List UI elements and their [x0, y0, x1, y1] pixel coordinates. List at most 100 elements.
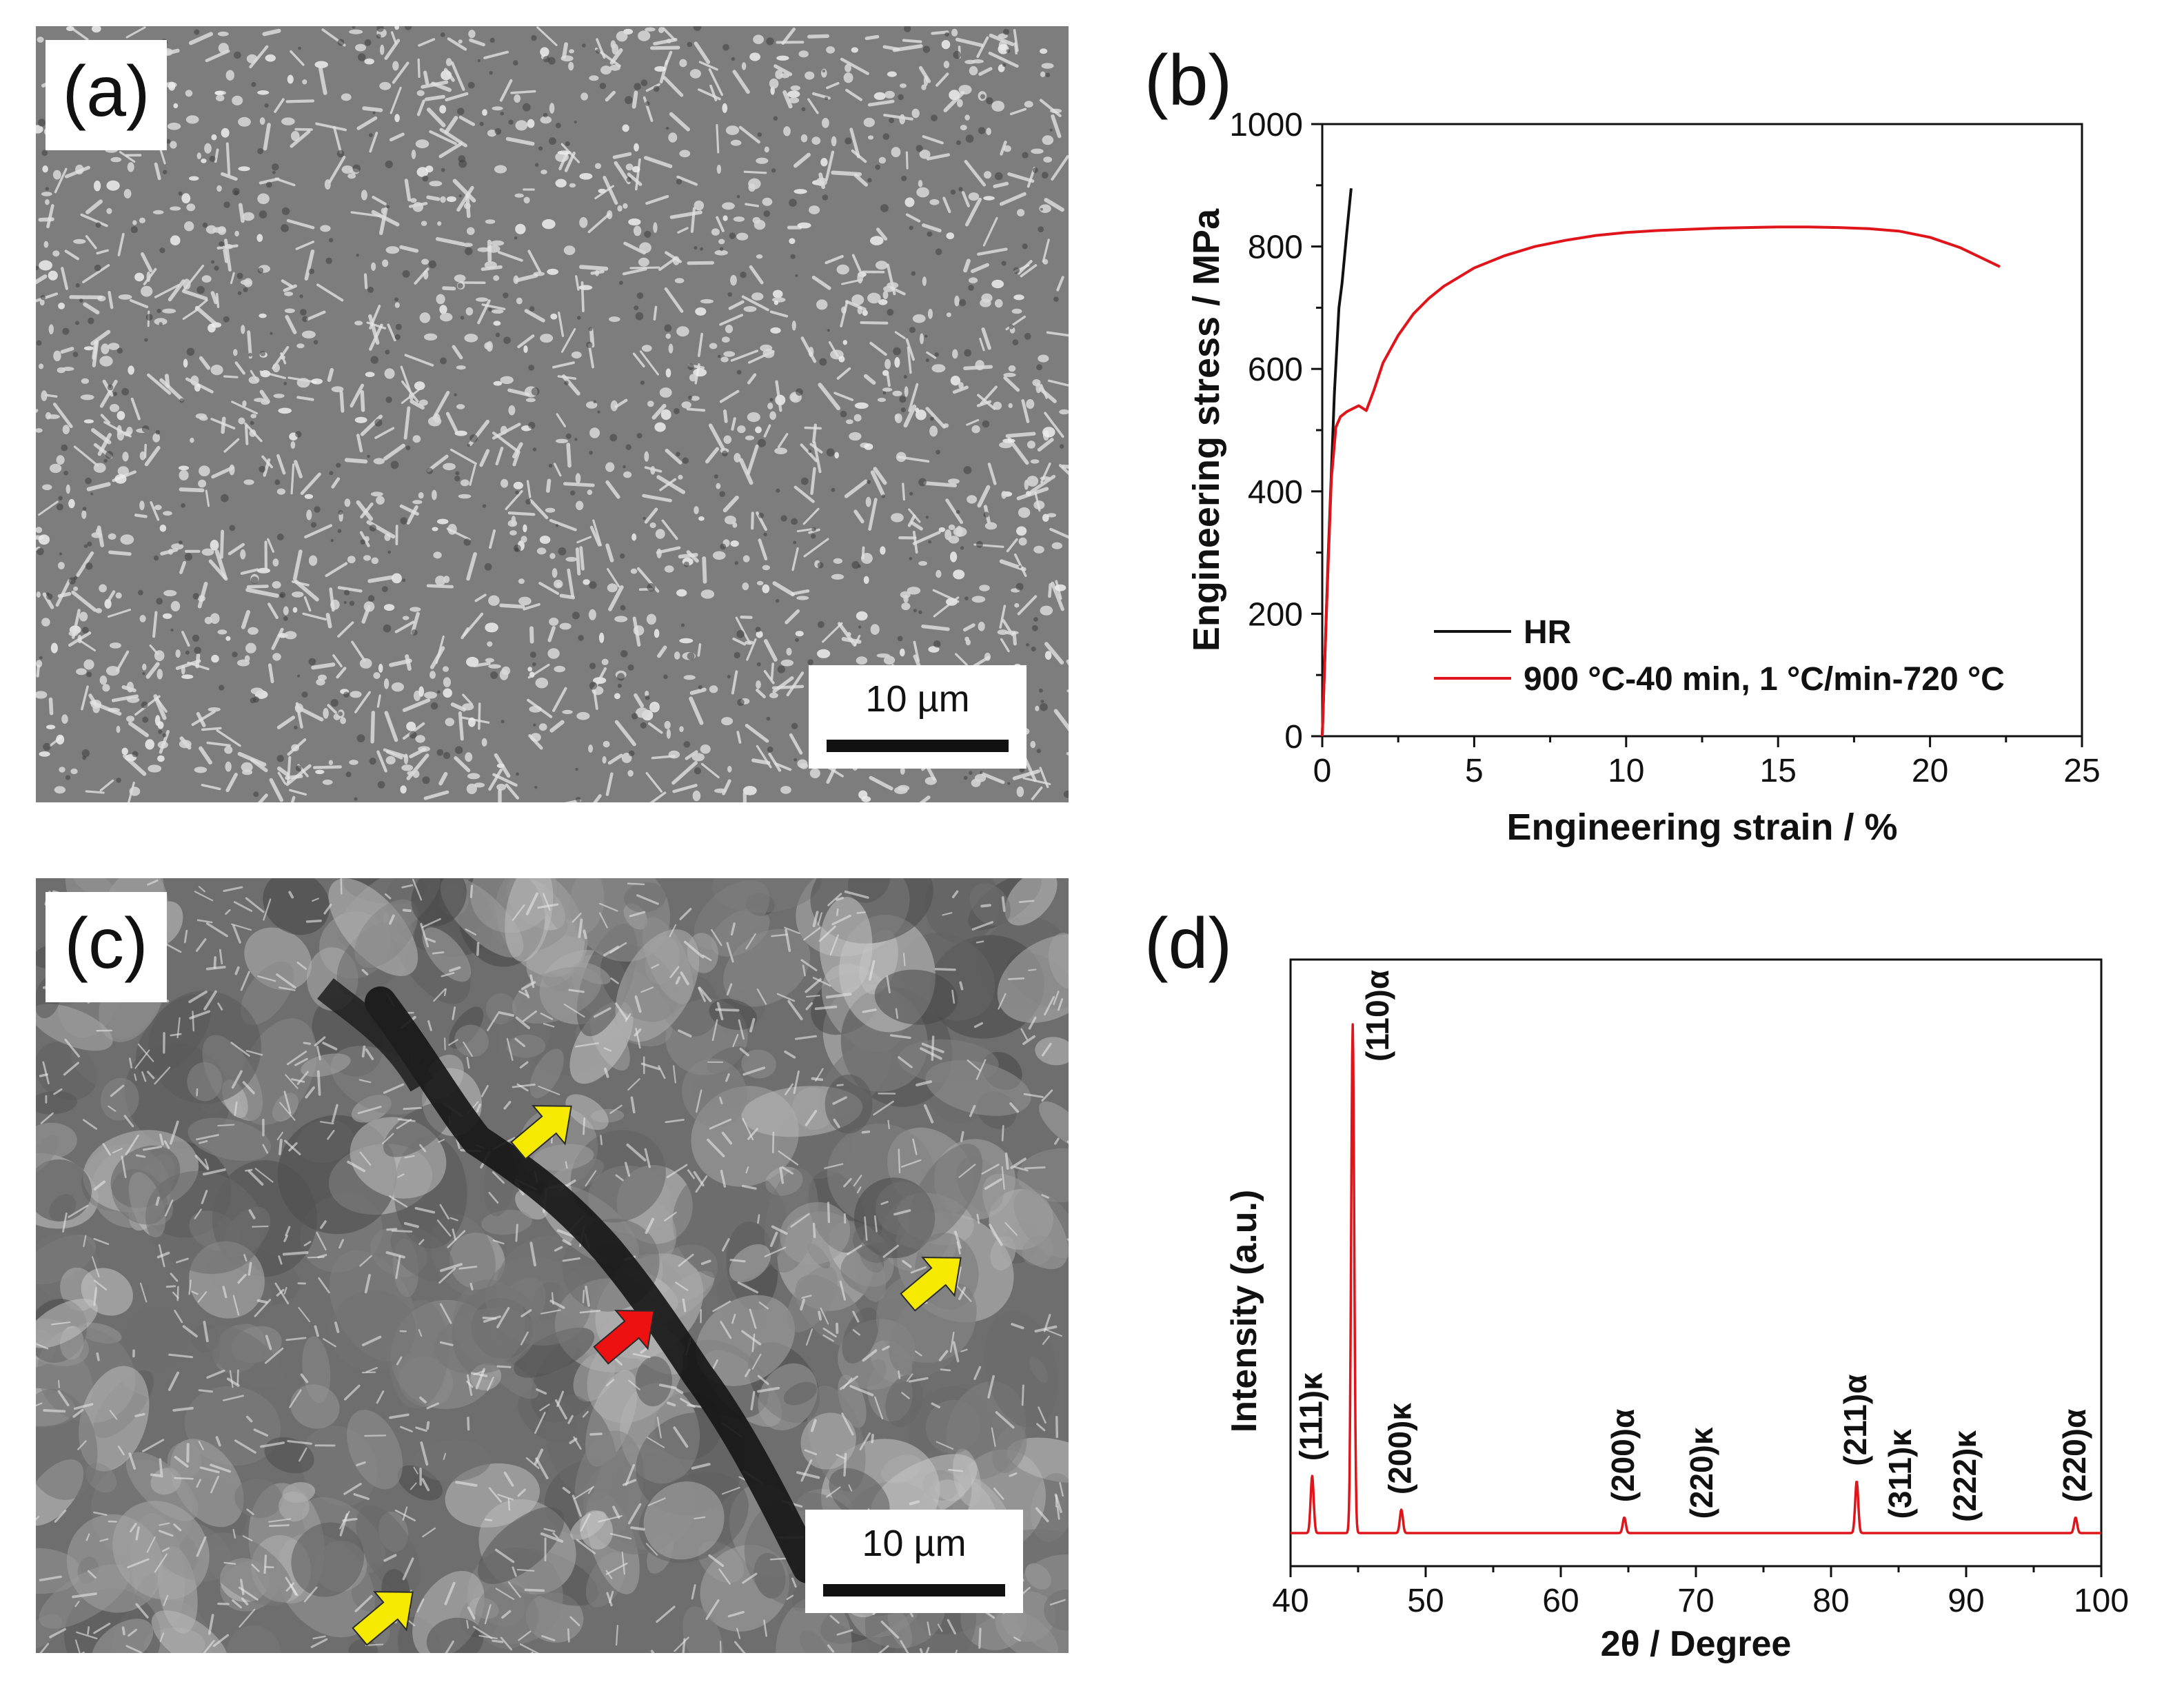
lamella [384, 39, 401, 60]
particle [361, 190, 367, 201]
particle [185, 90, 193, 97]
lamella [191, 710, 216, 727]
pore [609, 434, 618, 442]
y-tick-label: 600 [1248, 352, 1303, 388]
particle [412, 435, 421, 443]
pore [578, 635, 584, 641]
tear-ridge [540, 1532, 564, 1543]
tear-ridge [800, 959, 818, 971]
tear-ridge [43, 1409, 66, 1413]
lamella [853, 634, 861, 647]
particle [756, 580, 764, 586]
particle [555, 438, 569, 443]
tear-ridge [934, 968, 956, 971]
lamella [225, 142, 231, 176]
particle [437, 221, 442, 226]
pore [237, 291, 242, 296]
particle [628, 218, 641, 226]
lamella [197, 581, 208, 609]
pore [354, 797, 358, 801]
particle [276, 488, 286, 495]
tear-ridge [1035, 1507, 1049, 1523]
tear-ridge [925, 1647, 930, 1653]
tear-ridge [134, 1073, 137, 1082]
lamella [450, 702, 467, 712]
particle [118, 294, 132, 300]
tear-ridge [285, 1226, 291, 1237]
particle [324, 179, 331, 190]
particle [218, 43, 229, 54]
tear-ridge [552, 1532, 559, 1539]
tear-ridge [769, 1557, 789, 1561]
particle [110, 156, 122, 163]
lamella [290, 50, 305, 66]
pore [422, 776, 430, 784]
lamella [71, 590, 97, 612]
pore [535, 163, 539, 167]
pore [343, 600, 347, 605]
pore [65, 775, 71, 780]
particle [464, 334, 478, 343]
particle [378, 663, 383, 673]
tear-ridge [198, 1139, 208, 1144]
lamella [214, 148, 219, 163]
tear-ridge [204, 1158, 210, 1169]
facet [529, 1048, 564, 1099]
pore [950, 190, 956, 195]
particle [716, 164, 722, 174]
tear-ridge [482, 1317, 497, 1320]
tear-ridge [376, 1390, 385, 1404]
pore [376, 34, 381, 39]
tear-ridge [805, 977, 822, 993]
particle [1003, 372, 1016, 377]
tear-ridge [836, 1629, 853, 1636]
lamella [642, 494, 672, 503]
tear-ridge [864, 1216, 868, 1241]
tear-ridge [389, 1413, 410, 1419]
particle [571, 351, 582, 358]
particle [355, 43, 366, 52]
particle [272, 558, 279, 567]
peak-label: (222)κ [1947, 1430, 1983, 1522]
particle [171, 543, 184, 550]
pore [409, 731, 417, 739]
tear-ridge [812, 911, 819, 927]
tear-ridge [440, 1303, 452, 1324]
pore [39, 656, 43, 660]
tear-ridge [785, 929, 791, 953]
tear-ridge [606, 1592, 613, 1607]
tear-ridge [583, 929, 587, 940]
tear-ridge [1001, 1166, 1005, 1190]
pore [83, 544, 88, 548]
particle [175, 649, 181, 658]
lamella [1044, 642, 1064, 665]
lamella [736, 731, 742, 744]
lamella [487, 239, 492, 263]
particle [716, 483, 721, 489]
particle [610, 400, 618, 412]
tear-ridge [712, 1359, 718, 1370]
tear-ridge [880, 1201, 889, 1206]
tear-ridge [609, 942, 627, 954]
particle [633, 225, 642, 236]
tear-ridge [210, 1475, 219, 1494]
pore [720, 543, 727, 550]
lamella [746, 638, 757, 661]
pore [454, 476, 461, 482]
particle [152, 210, 164, 214]
lamella [653, 38, 678, 45]
pore [683, 561, 689, 567]
tear-ridge [303, 1042, 312, 1045]
lamella [810, 467, 816, 495]
particle [587, 489, 593, 496]
tear-ridge [981, 1164, 1000, 1175]
particle [918, 560, 927, 566]
pore [570, 490, 576, 496]
lamella [370, 711, 375, 744]
pore [376, 26, 384, 32]
pore [460, 316, 465, 320]
particle [756, 631, 763, 638]
lamella [216, 729, 241, 747]
lamella [144, 445, 161, 467]
pore [308, 268, 314, 274]
